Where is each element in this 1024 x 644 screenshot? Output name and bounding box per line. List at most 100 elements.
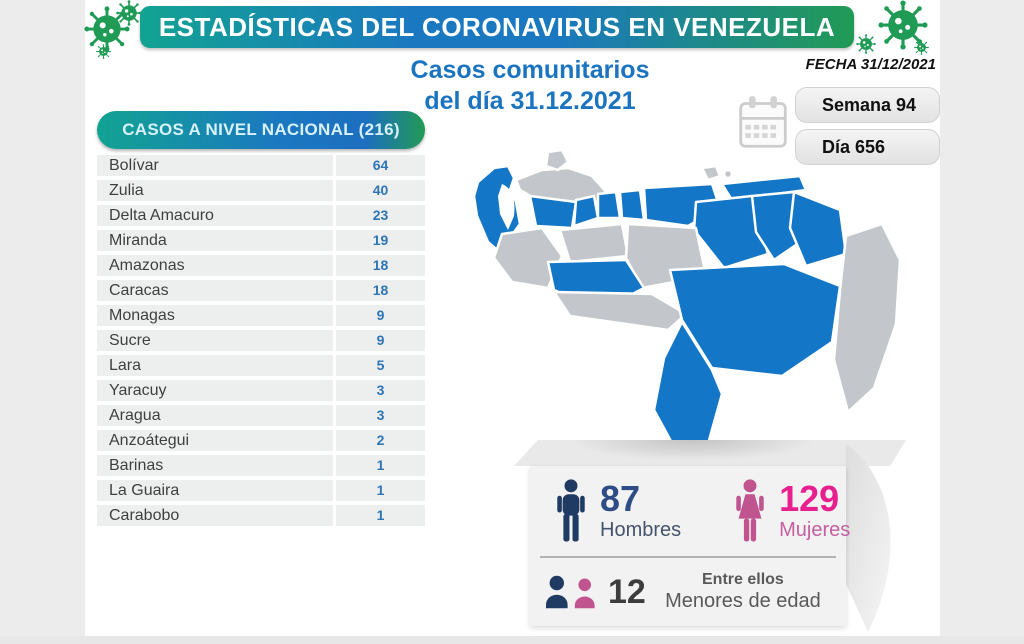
state-cases: 19: [336, 230, 425, 251]
map-peninsula-paraguana: [544, 148, 570, 172]
state-cases: 1: [336, 505, 425, 526]
state-cases: 9: [336, 330, 425, 351]
table-row: Bolívar 64: [97, 155, 425, 176]
venezuela-map: [472, 148, 902, 456]
state-name: Barinas: [97, 455, 333, 476]
map-state-nueva-esparta: [700, 164, 722, 182]
men-count: 87: [600, 477, 641, 519]
state-cases: 1: [336, 455, 425, 476]
minors-caption: Entre ellos Menores de edad: [654, 570, 832, 613]
minors-caption-line1: Entre ellos: [702, 571, 784, 588]
card-page-curl: [846, 444, 891, 632]
state-cases: 3: [336, 405, 425, 426]
minors-icons: [546, 575, 595, 608]
state-cases: 64: [336, 155, 425, 176]
virus-icon: [878, 0, 928, 50]
cases-table: CASOS A NIVEL NACIONAL (216) Bolívar 64 Z…: [97, 111, 425, 530]
state-name: La Guaira: [97, 480, 333, 501]
card-fold-top: [514, 440, 907, 466]
day-badge: Día 656: [795, 129, 940, 165]
man-icon: [557, 479, 585, 542]
state-cases: 18: [336, 255, 425, 276]
table-row: Carabobo 1: [97, 505, 425, 526]
state-cases: 23: [336, 205, 425, 226]
map-state-anzoategui: [692, 194, 770, 270]
state-cases: 18: [336, 280, 425, 301]
page-title: ESTADÍSTICAS DEL CORONAVIRUS EN VENEZUEL…: [158, 11, 836, 42]
card-divider: [540, 556, 836, 558]
state-cases: 1: [336, 480, 425, 501]
state-name: Carabobo: [97, 505, 333, 526]
calendar-icon: [739, 96, 787, 148]
table-row: La Guaira 1: [97, 480, 425, 501]
state-cases: 2: [336, 430, 425, 451]
minors-row: 12 Entre ellos Menores de edad: [530, 558, 846, 613]
map-state-yaracuy: [572, 194, 600, 228]
day-badge-label: Día 656: [822, 136, 886, 157]
girl-bust-icon: [574, 578, 595, 608]
map-state-aragua: [618, 188, 646, 222]
table-row: Zulia 40: [97, 180, 425, 201]
woman-icon: [736, 479, 764, 542]
state-name: Amazonas: [97, 255, 333, 276]
map-state-apure: [552, 290, 688, 332]
map-region-esequibo: [832, 222, 902, 414]
table-row: Miranda 19: [97, 230, 425, 251]
right-gutter: [940, 0, 1024, 644]
subtitle-line1: Casos comunitarios: [410, 56, 650, 84]
virus-icon: [116, 0, 142, 26]
table-row: Caracas 18: [97, 280, 425, 301]
state-name: Anzoátegui: [97, 430, 333, 451]
state-name: Caracas: [97, 280, 333, 301]
map-state-cojedes-portuguesa: [558, 222, 630, 264]
header-banner: ESTADÍSTICAS DEL CORONAVIRUS EN VENEZUEL…: [140, 6, 854, 48]
table-row: Delta Amacuro 23: [97, 205, 425, 226]
state-cases: 5: [336, 355, 425, 376]
week-badge-label: Semana 94: [822, 94, 917, 115]
table-row: Aragua 3: [97, 405, 425, 426]
cases-table-header: CASOS A NIVEL NACIONAL (216): [97, 111, 425, 149]
state-name: Delta Amacuro: [97, 205, 333, 226]
table-row: Yaracuy 3: [97, 380, 425, 401]
virus-icon: [914, 40, 929, 55]
state-name: Zulia: [97, 180, 333, 201]
map-state-sucre: [720, 174, 808, 202]
state-name: Lara: [97, 355, 333, 376]
demographics-card: 87 Hombres 129 Mujeres: [530, 466, 850, 626]
map-state-carabobo: [596, 190, 622, 220]
gender-row: 87 Hombres 129 Mujeres: [530, 466, 850, 556]
cases-table-rows: Bolívar 64 Zulia 40 Delta Amacuro 23 Mirand…: [97, 155, 425, 526]
table-row: Monagas 9: [97, 305, 425, 326]
virus-icon: [856, 34, 876, 54]
left-gutter: [0, 0, 85, 644]
minors-caption-line2: Menores de edad: [665, 590, 821, 613]
state-name: Aragua: [97, 405, 333, 426]
subtitle-line2: del día 31.12.2021: [424, 86, 636, 115]
state-name: Sucre: [97, 330, 333, 351]
cases-table-title: CASOS A NIVEL NACIONAL (216): [122, 120, 400, 139]
week-badge: Semana 94: [795, 87, 940, 123]
state-name: Monagas: [97, 305, 333, 326]
state-name: Yaracuy: [97, 380, 333, 401]
table-row: Barinas 1: [97, 455, 425, 476]
table-row: Amazonas 18: [97, 255, 425, 276]
virus-icon: [96, 44, 111, 59]
map-state-lara: [528, 194, 578, 230]
lake-maracaibo: [498, 184, 515, 230]
boy-bust-icon: [546, 575, 568, 608]
virus-icon: [84, 6, 130, 52]
date-label: FECHA 31/12/2021: [805, 56, 936, 73]
minors-count: 12: [608, 572, 646, 611]
state-name: Bolívar: [97, 155, 333, 176]
table-row: Sucre 9: [97, 330, 425, 351]
table-row: Anzoátegui 2: [97, 430, 425, 451]
map-island: [722, 168, 734, 180]
state-name: Miranda: [97, 230, 333, 251]
women-label: Mujeres: [779, 518, 851, 541]
state-cases: 40: [336, 180, 425, 201]
subtitle: Casos comunitarios del día 31.12.2021: [368, 55, 692, 116]
map-state-delta-amacuro: [788, 190, 848, 268]
bottom-strip: [0, 636, 1024, 644]
state-cases: 9: [336, 305, 425, 326]
